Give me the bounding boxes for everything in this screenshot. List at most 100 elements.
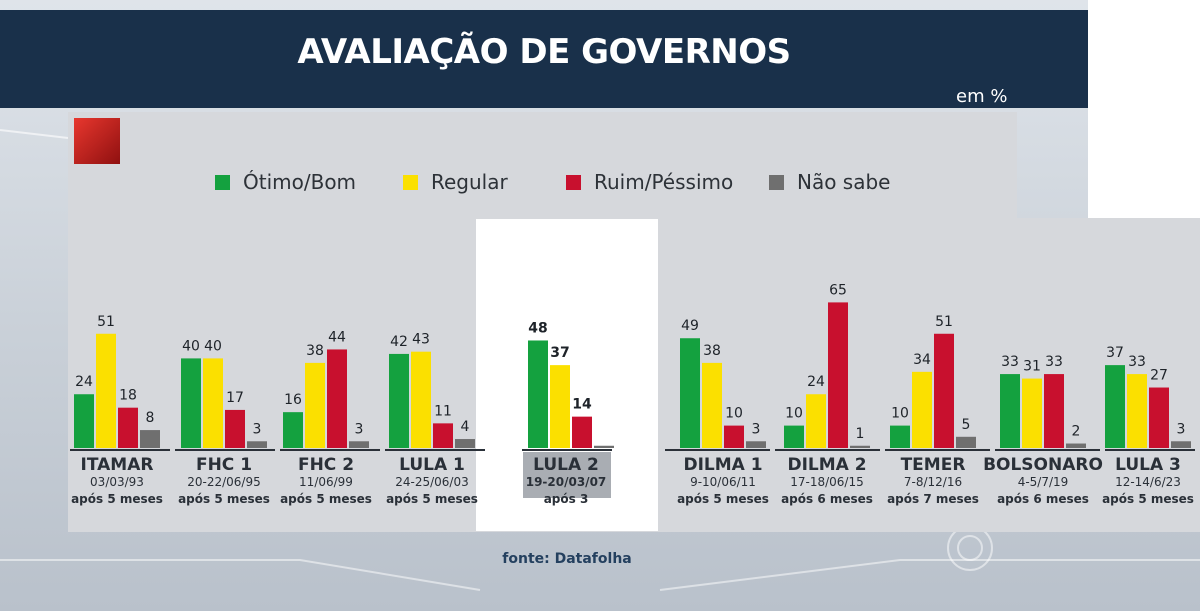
data-label: 5 — [962, 417, 971, 433]
data-label: 38 — [703, 343, 721, 359]
legend-item: Ótimo/Bom — [215, 170, 356, 194]
data-label: 49 — [681, 318, 699, 334]
category-date: 12-14/6/23 — [1115, 475, 1181, 489]
legend: Ótimo/Bom Regular Ruim/Péssimo Não sabe — [0, 170, 1200, 194]
data-label: 2 — [1072, 424, 1081, 440]
bar — [283, 412, 303, 448]
data-label: 4 — [461, 419, 470, 435]
data-label: 40 — [204, 338, 222, 354]
data-label: 18 — [119, 388, 137, 404]
data-label: 51 — [935, 314, 953, 330]
category-period: após 5 meses — [677, 492, 769, 506]
bar — [247, 441, 267, 448]
data-label: 10 — [785, 406, 803, 422]
category-date: 4-5/7/19 — [1018, 475, 1069, 489]
data-label: 8 — [146, 410, 155, 426]
bar — [389, 353, 409, 448]
category-name: LULA 3 — [1115, 455, 1181, 475]
legend-swatch — [215, 174, 230, 190]
category-date: 9-10/06/11 — [690, 475, 756, 489]
category-date: 11/06/99 — [299, 475, 353, 489]
data-label: 34 — [913, 352, 931, 368]
header-bar — [0, 10, 1088, 108]
bar — [912, 371, 932, 448]
category-name: LULA 1 — [399, 455, 465, 475]
bar — [594, 445, 614, 448]
category-period: após 6 meses — [781, 492, 873, 506]
data-label: 1 — [856, 426, 865, 442]
category-period: após 5 meses — [1102, 492, 1194, 506]
legend-swatch — [403, 174, 418, 190]
category-label-background — [523, 452, 611, 498]
category-name: FHC 2 — [298, 455, 354, 475]
data-label: 43 — [412, 332, 430, 348]
legend-item: Não sabe — [769, 170, 891, 194]
category-period: após 5 meses — [71, 492, 163, 506]
bar — [96, 333, 116, 448]
category-name: DILMA 2 — [787, 455, 866, 475]
bar — [225, 409, 245, 448]
category-name: ITAMAR — [81, 455, 154, 475]
bar — [433, 423, 453, 448]
bar — [1127, 374, 1147, 448]
category-period: após 7 meses — [887, 492, 979, 506]
legend-label: Não sabe — [797, 170, 891, 194]
legend-swatch — [769, 174, 784, 190]
bar — [1171, 441, 1191, 448]
category-name: LULA 2 — [533, 455, 599, 475]
bar — [349, 441, 369, 448]
data-label: 42 — [390, 334, 408, 350]
bar — [118, 407, 138, 448]
bar — [74, 394, 94, 448]
legend-swatch — [566, 174, 581, 190]
bar — [203, 358, 223, 448]
bar — [828, 302, 848, 448]
category-date: 20-22/06/95 — [187, 475, 261, 489]
bar — [1044, 374, 1064, 448]
category-period: após 5 meses — [280, 492, 372, 506]
category-date: 03/03/93 — [90, 475, 144, 489]
source-label: fonte: Datafolha — [502, 551, 632, 567]
data-label: 33 — [1128, 354, 1146, 370]
category-date: 24-25/06/03 — [395, 475, 469, 489]
bar — [305, 362, 325, 448]
category-period: após 3 — [544, 492, 589, 506]
data-label: 37 — [1106, 345, 1124, 361]
category-date: 19-20/03/07 — [526, 475, 607, 489]
data-label: 14 — [572, 397, 592, 413]
legend-item: Regular — [403, 170, 508, 194]
legend-label: Ótimo/Bom — [243, 170, 357, 194]
data-label: 10 — [891, 406, 909, 422]
data-label: 11 — [434, 403, 452, 419]
bar — [550, 365, 570, 448]
broadcaster-logo-icon — [74, 118, 120, 164]
bar — [680, 338, 700, 448]
bar — [411, 351, 431, 448]
data-label: 44 — [328, 329, 346, 345]
data-label: 51 — [97, 314, 115, 330]
bar — [702, 362, 722, 448]
category-name: BOLSONARO — [983, 455, 1103, 475]
category-period: após 6 meses — [997, 492, 1089, 506]
category-name: FHC 1 — [196, 455, 252, 475]
white-corner-block — [1088, 0, 1200, 218]
bar — [1000, 374, 1020, 448]
bar — [1105, 365, 1125, 448]
bar — [140, 430, 160, 448]
bar — [528, 340, 548, 448]
data-label: 24 — [75, 374, 93, 390]
data-label: 24 — [807, 374, 825, 390]
data-label: 48 — [528, 320, 547, 336]
data-label: 33 — [1045, 354, 1063, 370]
bar — [455, 439, 475, 448]
data-label: 33 — [1001, 354, 1019, 370]
category-name: TEMER — [901, 455, 966, 475]
data-label: 40 — [182, 338, 200, 354]
category-period: após 5 meses — [386, 492, 478, 506]
category-name: DILMA 1 — [683, 455, 762, 475]
bar — [934, 333, 954, 448]
bar — [956, 436, 976, 448]
chart-title: AVALIAÇÃO DE GOVERNOS — [297, 32, 791, 72]
